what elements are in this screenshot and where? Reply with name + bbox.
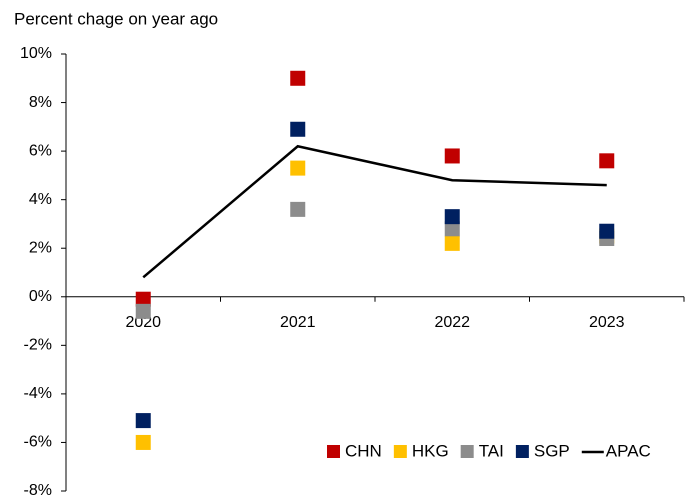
marker (290, 121, 306, 137)
y-tick-label: -4% (24, 385, 52, 402)
marker (135, 434, 151, 450)
marker (290, 160, 306, 176)
x-tick-label: 2022 (434, 314, 470, 331)
marker (444, 221, 460, 237)
legend-swatch (460, 445, 474, 458)
marker (135, 291, 151, 307)
y-tick-label: 2% (29, 239, 52, 256)
y-tick-label: 4% (29, 191, 52, 208)
legend-label: APAC (606, 441, 651, 460)
x-tick-label: 2023 (589, 314, 625, 331)
apac-line (142, 144, 607, 279)
y-tick-label: 8% (29, 94, 52, 111)
y-tick-label: -8% (24, 482, 52, 499)
marker (290, 201, 306, 217)
y-tick-label: 0% (29, 288, 52, 305)
legend-label: HKG (412, 441, 449, 460)
marker (599, 223, 615, 239)
legend-label: SGP (534, 441, 570, 460)
legend-swatch (393, 445, 407, 458)
x-tick-label: 2020 (125, 314, 161, 331)
marker (135, 413, 151, 429)
y-tick-label: -6% (24, 434, 52, 451)
legend-label: TAI (479, 441, 504, 460)
marker (135, 303, 151, 319)
marker (444, 209, 460, 225)
legend-swatch (327, 445, 340, 458)
marker (290, 70, 306, 86)
marker (599, 153, 615, 169)
legend-swatch (515, 445, 529, 458)
legend-label: CHN (345, 441, 382, 460)
y-tick-label: 10% (20, 45, 52, 62)
y-tick-label: -2% (24, 337, 52, 354)
chart-title: Percent chage on year ago (14, 9, 218, 28)
x-tick-label: 2021 (280, 314, 316, 331)
marker (444, 235, 460, 251)
marker (444, 148, 460, 164)
y-tick-label: 6% (29, 142, 52, 159)
